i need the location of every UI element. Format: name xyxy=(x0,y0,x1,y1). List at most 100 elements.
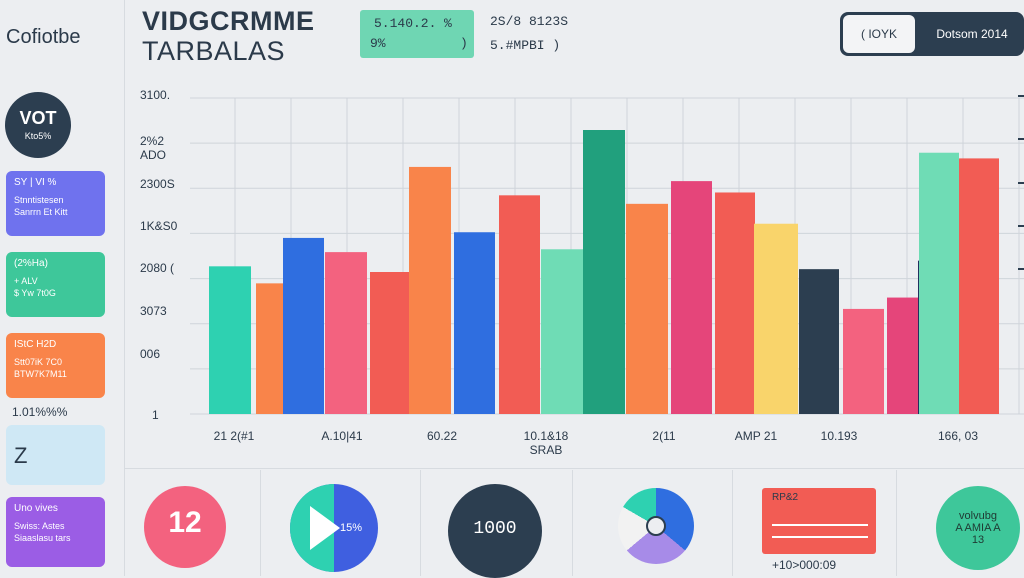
chart-bar[interactable] xyxy=(370,272,410,414)
y-tick-label: 3100. xyxy=(140,88,171,102)
bar-card-caption: +10>000:09 xyxy=(772,558,837,572)
brand-logo[interactable]: Cofiotbe xyxy=(6,26,81,48)
chart-bar[interactable] xyxy=(409,166,451,414)
header-stats: 2S/8 8123S 5.#MPBI ) xyxy=(490,10,568,58)
card-title: SY | VI % xyxy=(14,177,57,188)
chart-bar[interactable] xyxy=(799,269,839,414)
card-title: IStC H2D xyxy=(14,339,57,350)
page-title-line2: TARBALAS xyxy=(142,36,286,66)
card-line: Siaaslasu tars xyxy=(14,533,71,543)
bar-card-title: RP&2 xyxy=(772,492,799,503)
avatar-label: VOT xyxy=(19,108,57,128)
x-tick-label: 166, 03 xyxy=(937,429,979,443)
number-gauge-value: 12 xyxy=(168,506,202,539)
widget-panel-3: 1000 xyxy=(420,470,573,578)
chart-bar[interactable] xyxy=(541,249,583,414)
chart-bars xyxy=(209,130,999,414)
chart-bar[interactable] xyxy=(583,130,625,414)
donut-chart[interactable] xyxy=(618,488,694,564)
widgets-divider xyxy=(124,468,1024,469)
green-gauge-line2: A AMIA A xyxy=(955,522,1001,534)
y-tick-label: 2080 ( xyxy=(140,261,175,275)
page-title: VIDGCRMME TARBALAS xyxy=(142,6,315,66)
card-line: BTW7K7M11 xyxy=(14,369,67,379)
donut-hole xyxy=(646,516,666,536)
page-title-line1: VIDGCRMME xyxy=(142,6,315,36)
period-toggle[interactable]: ( IOYK Dotsom 2014 xyxy=(840,12,1024,56)
sidebar-card-1[interactable]: SY | VI % Stnntistesen Sanrrn Et Kitt xyxy=(6,171,105,236)
stat-box[interactable]: 5.140.2. % 9% ) xyxy=(360,10,474,58)
card-line: Swiss: Astes xyxy=(14,521,65,531)
x-tick-label: 2(11 xyxy=(652,429,676,443)
dark-gauge[interactable]: 1000 xyxy=(448,484,542,578)
card-line: $ Yw 7t0G xyxy=(14,288,56,298)
sidebar-card-4[interactable]: Uno vives Swiss: Astes Siaaslasu tars xyxy=(6,497,105,567)
y-tick-label: 2300S xyxy=(140,177,175,191)
stat-box-line1: 5.140.2. xyxy=(374,16,437,31)
sidebar-card-2[interactable]: (2%Ha) + ALV $ Yw 7t0G xyxy=(6,252,105,317)
widget-panel-1: 12 xyxy=(124,470,261,576)
avatar-sublabel: Kto5% xyxy=(24,131,52,141)
card-line: Stnntistesen xyxy=(14,195,64,205)
chart-bar[interactable] xyxy=(671,181,712,414)
chart-bar[interactable] xyxy=(283,237,324,414)
card-line: Stt07iK 7C0 xyxy=(14,357,63,367)
toggle-option-b[interactable]: Dotsom 2014 xyxy=(936,27,1008,41)
z-tile-text: Z xyxy=(14,443,28,468)
x-tick-label: AMP 21 xyxy=(734,429,778,443)
header-stat-line1: 2S/8 8123S xyxy=(490,14,569,29)
card-line: Sanrrn Et Kitt xyxy=(14,207,68,217)
stat-box-line1b: % xyxy=(444,16,452,31)
chart-bar[interactable] xyxy=(919,152,959,414)
edge-tick xyxy=(1018,138,1024,140)
bar-card[interactable]: RP&2 xyxy=(762,488,876,554)
sidebar-metric-label: 1.01%%% xyxy=(12,405,68,419)
play-icon xyxy=(310,506,340,550)
number-gauge[interactable]: 12 xyxy=(144,486,226,568)
chart-bar[interactable] xyxy=(959,158,999,414)
y-tick-label: 1K&S0 xyxy=(140,219,178,233)
stat-box-line2b: ) xyxy=(460,36,468,51)
edge-tick xyxy=(1018,95,1024,97)
card-line: + ALV xyxy=(14,276,38,286)
chart-bar[interactable] xyxy=(887,297,918,414)
chart-bar[interactable] xyxy=(325,252,367,414)
chart-bar[interactable] xyxy=(499,195,540,414)
arrow-icon xyxy=(772,524,868,526)
widget-panel-4 xyxy=(572,470,733,576)
x-tick-label: 10.193 xyxy=(820,429,858,443)
chart-bar[interactable] xyxy=(754,223,798,414)
edge-tick xyxy=(1018,225,1024,227)
widget-panel-6: volvubg A AMIA A 13 xyxy=(896,470,1024,576)
chart-bar[interactable] xyxy=(626,203,668,414)
widget-panel-2: 15% xyxy=(260,470,421,576)
y-tick-label: 2%2 ADO xyxy=(140,134,167,162)
play-gauge-text: 15% xyxy=(340,522,363,534)
sidebar: Cofiotbe VOT Kto5% SY | VI % Stnntistese… xyxy=(0,0,125,576)
x-tick-label: 21 2(#1 xyxy=(213,429,255,443)
green-gauge-line1: volvubg xyxy=(959,510,997,522)
y-tick-label: 3073 xyxy=(140,304,167,318)
avatar[interactable]: VOT Kto5% xyxy=(5,92,71,158)
arrow-icon xyxy=(772,536,868,538)
x-tick-label: 60.22 xyxy=(426,429,458,443)
edge-tick xyxy=(1018,182,1024,184)
sidebar-z-tile[interactable]: Z xyxy=(6,425,105,485)
chart-bar[interactable] xyxy=(843,308,884,414)
bar-chart xyxy=(190,97,1024,415)
stat-box-line2: 9% xyxy=(370,36,386,51)
x-tick-label: A.10|41 xyxy=(321,429,363,443)
toggle-option-a[interactable]: ( IOYK xyxy=(843,15,915,53)
green-gauge[interactable]: volvubg A AMIA A 13 xyxy=(936,486,1020,570)
chart-bar[interactable] xyxy=(715,192,755,414)
widget-panel-5: RP&2 +10>000:09 xyxy=(732,470,897,576)
sidebar-card-3[interactable]: IStC H2D Stt07iK 7C0 BTW7K7M11 xyxy=(6,333,105,398)
edge-tick xyxy=(1018,268,1024,270)
x-tick-label: 10.1&18 SRAB xyxy=(523,429,569,457)
header-stat-line2: 5.#MPBI ) xyxy=(490,38,561,53)
y-tick-label: 1 xyxy=(152,408,159,422)
play-gauge[interactable]: 15% xyxy=(290,484,378,572)
chart-bar[interactable] xyxy=(209,266,251,414)
card-title: Uno vives xyxy=(14,503,58,514)
chart-bar[interactable] xyxy=(454,232,495,414)
